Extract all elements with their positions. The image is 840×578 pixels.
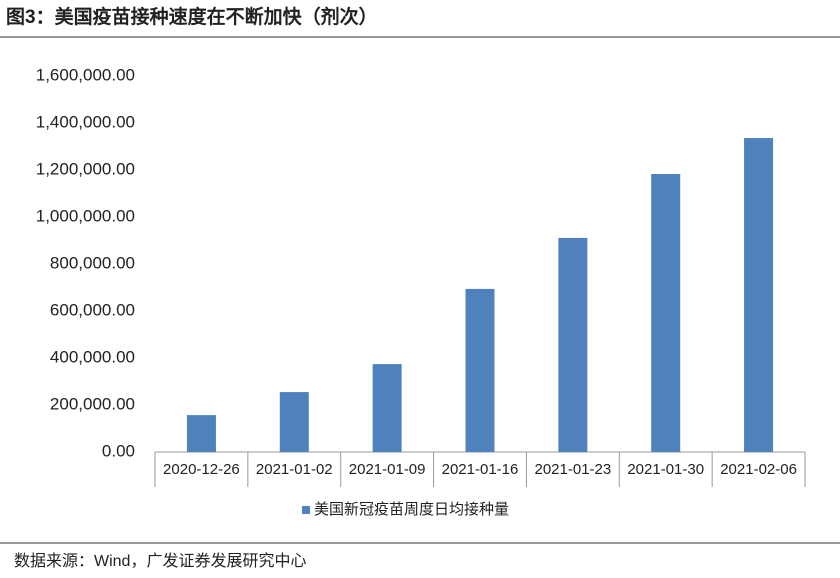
y-tick-label: 200,000.00: [50, 394, 135, 413]
x-tick-label: 2021-01-02: [256, 461, 333, 478]
legend-swatch: [302, 506, 310, 514]
y-tick-label: 0.00: [102, 441, 135, 460]
y-tick-label: 1,600,000.00: [36, 65, 135, 84]
y-tick-label: 1,400,000.00: [36, 112, 135, 131]
bar: [279, 392, 309, 452]
x-tick-label: 2021-02-06: [720, 461, 797, 478]
chart-title: 图3：美国疫苗接种速度在不断加快（剂次）: [6, 5, 378, 28]
bar: [465, 288, 495, 452]
bar: [186, 415, 216, 452]
legend-label: 美国新冠疫苗周度日均接种量: [314, 501, 509, 518]
x-tick-label: 2020-12-26: [163, 461, 240, 478]
x-tick-label: 2021-01-30: [627, 461, 704, 478]
x-tick-label: 2021-01-09: [349, 461, 426, 478]
y-tick-label: 400,000.00: [50, 347, 135, 366]
bar: [372, 364, 402, 452]
x-tick-label: 2021-01-23: [534, 461, 611, 478]
bar: [558, 237, 588, 452]
x-tick-label: 2021-01-16: [442, 461, 519, 478]
bar: [744, 138, 774, 453]
source-note: 数据来源：Wind，广发证券发展研究中心: [14, 552, 306, 570]
bar: [651, 173, 681, 452]
y-tick-label: 800,000.00: [50, 253, 135, 272]
y-tick-label: 1,200,000.00: [36, 159, 135, 178]
y-tick-label: 600,000.00: [50, 300, 135, 319]
y-tick-label: 1,000,000.00: [36, 206, 135, 225]
